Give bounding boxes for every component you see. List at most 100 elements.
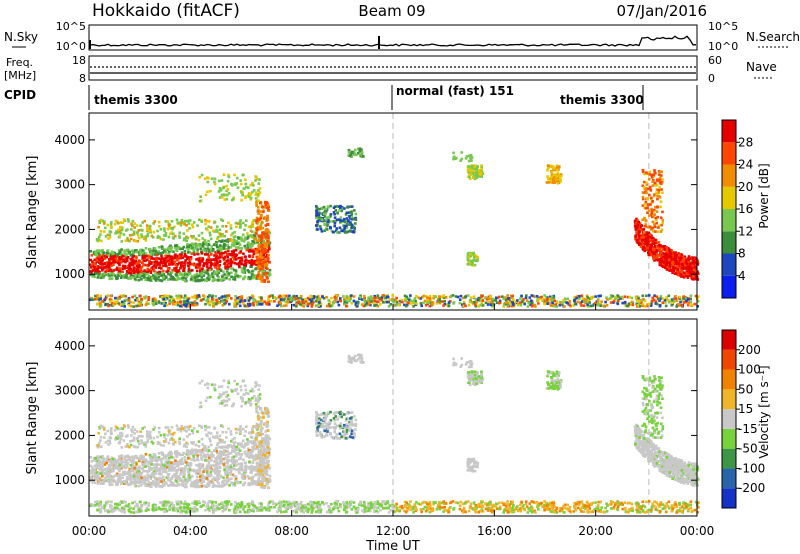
heatmap-cell: [161, 457, 165, 460]
heatmap-cell: [654, 250, 658, 254]
heatmap-cell: [164, 251, 168, 254]
heatmap-cell: [473, 166, 476, 169]
heatmap-cell: [248, 296, 251, 299]
heatmap-cell: [195, 272, 199, 276]
heatmap-cell: [665, 248, 668, 251]
heatmap-cell: [389, 303, 393, 306]
heatmap-cell: [232, 239, 236, 242]
heatmap-cell: [641, 168, 645, 172]
heatmap-cell: [124, 249, 127, 253]
heatmap-cell: [340, 229, 343, 233]
heatmap-cell: [624, 304, 628, 307]
heatmap-cell: [188, 227, 191, 230]
heatmap-cell: [174, 234, 177, 238]
heatmap-cell: [147, 263, 151, 267]
heatmap-cell: [249, 183, 253, 187]
heatmap-cell: [93, 258, 97, 262]
heatmap-cell: [304, 300, 308, 303]
heatmap-cell: [400, 298, 404, 302]
heatmap-cell: [334, 294, 338, 297]
heatmap-cell: [204, 193, 208, 197]
heatmap-cell: [165, 260, 169, 263]
heatmap-cell: [260, 303, 264, 306]
heatmap-cell: [126, 228, 129, 231]
heatmap-cell: [680, 266, 683, 270]
heatmap-cell: [162, 466, 166, 469]
heatmap-cell: [684, 260, 688, 264]
heatmap-cell: [140, 270, 143, 274]
heatmap-cell: [191, 303, 194, 306]
heatmap-cell: [119, 221, 123, 224]
heatmap-cell: [266, 204, 269, 207]
heatmap-cell: [185, 246, 189, 250]
heatmap-cell: [205, 279, 209, 282]
heatmap-cell: [541, 299, 544, 302]
heatmap-cell: [659, 297, 662, 301]
heatmap-cell: [96, 294, 99, 297]
heatmap-cell: [231, 232, 234, 235]
heatmap-cell: [671, 261, 675, 264]
heatmap-cell: [302, 305, 305, 308]
heatmap-cell: [333, 224, 336, 228]
nsky-label: N.Sky: [4, 30, 38, 44]
heatmap-cell: [650, 299, 654, 303]
heatmap-cell: [251, 460, 255, 464]
heatmap-cell: [642, 236, 646, 239]
heatmap-cell: [326, 205, 330, 208]
heatmap-cell: [259, 274, 262, 278]
heatmap-cell: [488, 295, 492, 298]
heatmap-cell: [201, 237, 205, 240]
heatmap-cell: [123, 264, 127, 268]
heatmap-cell: [256, 275, 260, 278]
heatmap-cell: [221, 240, 224, 243]
heatmap-cell: [152, 222, 155, 225]
heatmap-cell: [209, 189, 212, 193]
heatmap-cell: [660, 259, 664, 262]
heatmap-cell: [469, 156, 472, 160]
heatmap-cell: [246, 246, 250, 249]
heatmap-cell: [373, 294, 376, 298]
heatmap-cell: [527, 301, 531, 305]
heatmap-cell: [242, 252, 245, 255]
heatmap-cell: [336, 300, 339, 304]
heatmap-cell: [678, 256, 681, 259]
heatmap-cell: [683, 260, 686, 264]
heatmap-cell: [675, 270, 679, 273]
heatmap-cell: [179, 294, 183, 298]
heatmap-cell: [162, 470, 165, 474]
heatmap-cell: [352, 217, 356, 221]
heatmap-cell: [658, 176, 662, 180]
heatmap-cell: [638, 300, 641, 303]
heatmap-cell: [122, 294, 125, 297]
heatmap-cell: [687, 274, 690, 277]
heatmap-cell: [259, 251, 263, 255]
heatmap-cell: [529, 299, 533, 302]
heatmap-cell: [148, 227, 152, 231]
power-colorbar-label: Power [dB]: [757, 163, 771, 228]
heatmap-cell: [630, 296, 634, 300]
heatmap-cell: [333, 216, 337, 219]
heatmap-cell: [163, 257, 166, 260]
heatmap-cell: [458, 298, 462, 301]
heatmap-cell: [249, 276, 252, 279]
heatmap-cell: [179, 469, 183, 472]
heatmap-cell: [545, 181, 549, 184]
heatmap-cell: [166, 294, 170, 298]
heatmap-cell: [354, 212, 358, 216]
heatmap-cell: [501, 295, 504, 298]
heatmap-cell: [645, 191, 648, 195]
heatmap-cell: [229, 261, 233, 265]
heatmap-cell: [121, 302, 125, 306]
heatmap-cell: [140, 297, 143, 301]
heatmap-cell: [646, 238, 650, 241]
heatmap-cell: [646, 225, 650, 229]
heatmap-cell: [376, 294, 380, 297]
heatmap-cell: [152, 269, 156, 273]
heatmap-cell: [123, 267, 126, 270]
heatmap-cell: [459, 159, 462, 162]
heatmap-cell: [661, 191, 664, 194]
heatmap-cell: [648, 193, 651, 197]
heatmap-cell: [354, 303, 358, 306]
heatmap-cell: [213, 271, 217, 274]
